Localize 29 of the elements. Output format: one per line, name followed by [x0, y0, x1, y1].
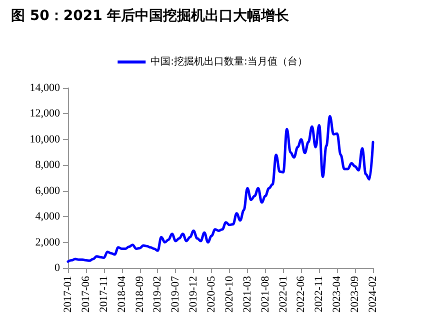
- x-tick-label: 2019-07: [170, 276, 182, 313]
- x-tick-label: 2019-12: [188, 276, 200, 313]
- y-tick-label: 8,000: [35, 159, 60, 172]
- x-tick-label: 2020-05: [206, 276, 218, 313]
- x-tick-label: 2023-04: [331, 276, 344, 313]
- y-tick-label: 6,000: [35, 184, 60, 197]
- x-tick-label: 2022-06: [295, 276, 308, 313]
- x-tick-label: 2020-10: [223, 276, 236, 313]
- x-tick-label: 2022-11: [313, 276, 326, 312]
- x-tick-label: 2017-11: [98, 276, 110, 312]
- x-tick-label: 2017-01: [62, 276, 74, 313]
- line-series: [66, 115, 374, 263]
- chart-title: 图 50：2021 年后中国挖掘机出口大幅增长: [11, 7, 290, 24]
- y-tick-label: 2,000: [35, 236, 60, 248]
- x-tick-label: 2023-09: [349, 276, 362, 313]
- x-tick-label: 2024-02: [367, 276, 379, 313]
- x-tick-label: 2018-04: [116, 276, 128, 313]
- y-tick-label: 14,000: [30, 82, 60, 94]
- y-tick-label: 0: [54, 262, 60, 274]
- y-tick-label: 4,000: [35, 210, 60, 223]
- x-tick-label: 2019-02: [152, 276, 164, 313]
- x-tick-label: 2017-06: [80, 276, 92, 313]
- y-tick-label: 12,000: [30, 108, 60, 120]
- y-tick-label: 10,000: [30, 133, 60, 146]
- x-tick-label: 2021-08: [259, 276, 272, 313]
- legend-label: 中国:挖掘机出口数量:当月值（台）: [150, 56, 308, 68]
- x-tick-label: 2018-09: [134, 276, 146, 313]
- x-tick-label: 2022-01: [277, 276, 290, 313]
- x-tick-label: 2021-03: [241, 276, 254, 313]
